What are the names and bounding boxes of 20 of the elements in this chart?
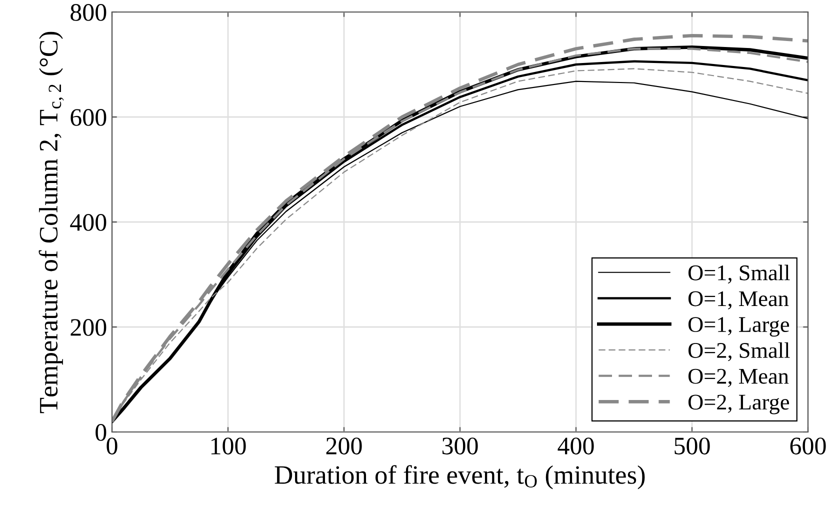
legend-label: O=2, Small: [688, 342, 790, 362]
x-tick-label: 200: [326, 438, 362, 454]
legend-label: O=1, Large: [688, 317, 790, 337]
y-axis-title: Temperature of Column 2, T$_{c,2}$ (°C): [38, 32, 64, 414]
x-tick-label: 400: [558, 438, 594, 454]
legend-label: O=1, Small: [688, 264, 790, 284]
legend-label: O=1, Mean: [688, 291, 789, 310]
y-tick-label: 200: [70, 319, 106, 336]
x-tick-label: 600: [790, 438, 826, 454]
y-tick-label: 600: [70, 109, 106, 126]
x-tick-label: 100: [211, 438, 246, 454]
x-tick-label: 300: [442, 438, 478, 454]
legend-label: O=2, Large: [688, 394, 790, 414]
x-tick-label: 0: [106, 438, 118, 454]
y-tick-label: 0: [96, 424, 106, 441]
y-tick-label: 800: [70, 4, 106, 21]
x-tick-label: 500: [674, 438, 710, 454]
y-tick-label: 400: [70, 214, 106, 231]
legend-label: O=2, Mean: [688, 368, 789, 387]
x-axis-title: Duration of fire event, t$_{O}$ (minutes): [274, 465, 645, 490]
